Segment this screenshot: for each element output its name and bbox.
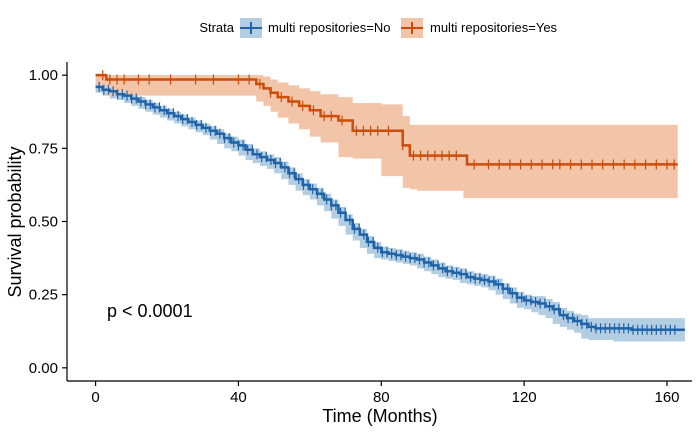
x-axis-label: Time (Months) — [322, 406, 437, 426]
x-tick-label: 40 — [230, 389, 247, 406]
y-ticks: 0.00 0.25 0.50 0.75 1.00 — [29, 67, 67, 377]
x-tick-label: 80 — [373, 389, 390, 406]
legend-title: Strata — [199, 20, 234, 35]
x-tick-label: 160 — [654, 389, 679, 406]
x-tick-label: 0 — [91, 389, 99, 406]
legend-label-no: multi repositories=No — [268, 20, 390, 35]
legend-key-no — [240, 18, 262, 38]
p-value-annotation: p < 0.0001 — [107, 301, 193, 321]
legend-key-yes — [401, 18, 423, 38]
y-tick-label: 1.00 — [29, 67, 58, 84]
y-axis-label: Survival probability — [5, 146, 25, 297]
plot-area — [95, 70, 685, 342]
y-tick-label: 0.00 — [29, 360, 58, 377]
x-ticks: 0 40 80 120 160 — [91, 381, 680, 406]
legend: Strata multi repositories=No multi repos… — [199, 18, 558, 38]
legend-label-yes: multi repositories=Yes — [430, 20, 558, 35]
x-tick-label: 120 — [512, 389, 537, 406]
y-tick-label: 0.75 — [29, 140, 58, 157]
y-tick-label: 0.50 — [29, 214, 58, 231]
y-tick-label: 0.25 — [29, 287, 58, 304]
ci-band-yes — [95, 75, 678, 199]
